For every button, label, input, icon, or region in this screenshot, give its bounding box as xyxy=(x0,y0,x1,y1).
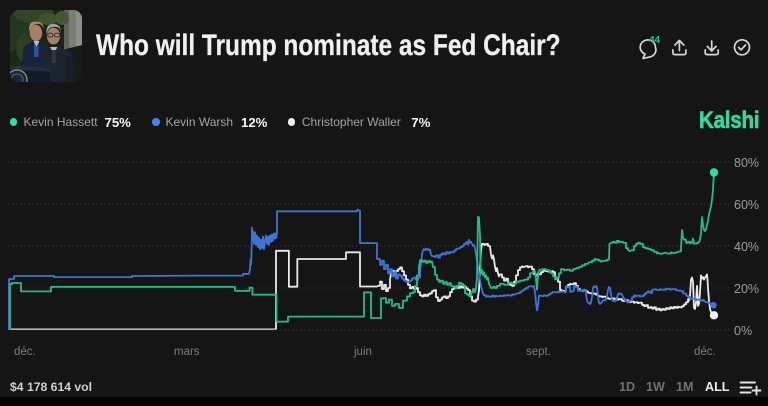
svg-text:mars: mars xyxy=(174,346,200,358)
svg-text:0%: 0% xyxy=(734,324,752,338)
svg-text:60%: 60% xyxy=(734,198,759,212)
svg-text:déc.: déc. xyxy=(694,346,716,358)
svg-text:40%: 40% xyxy=(734,240,759,254)
svg-text:44: 44 xyxy=(649,35,661,46)
svg-text:20%: 20% xyxy=(734,282,759,296)
svg-text:80%: 80% xyxy=(734,156,759,170)
svg-text:sept.: sept. xyxy=(526,346,551,358)
svg-text:déc.: déc. xyxy=(14,346,36,358)
svg-text:juin: juin xyxy=(353,346,372,358)
